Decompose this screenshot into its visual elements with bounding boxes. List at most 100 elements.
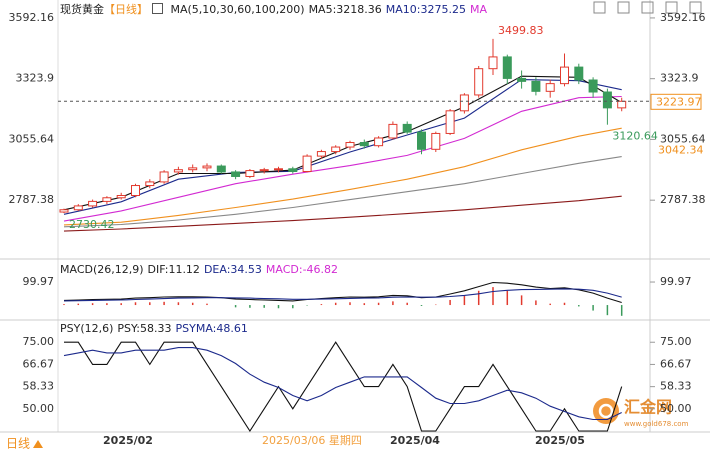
macd-header: MACD(26,12,9) DIF:11.12 DEA:34.53 MACD:-46.…: [60, 263, 342, 276]
candle-body: [602, 91, 612, 109]
dif-line: [63, 281, 622, 304]
ma-line: [63, 156, 622, 228]
y-tick-label: 50.00: [23, 402, 55, 415]
y-tick-label-right: 75.00: [660, 335, 692, 348]
candle-body: [159, 171, 169, 183]
y-tick-label: 99.97: [23, 275, 55, 288]
y-tick-label: 3592.16: [9, 11, 55, 24]
period-button[interactable]: 日线: [6, 437, 30, 451]
candle-body: [445, 110, 455, 134]
candle-body: [345, 142, 355, 148]
candle-body: [274, 168, 283, 171]
macd-label: MACD:-46.82: [265, 263, 339, 276]
icon[interactable]: [689, 1, 702, 14]
watermark-logo: [598, 403, 614, 419]
candle-body: [73, 205, 83, 211]
ma-more: MA: [470, 3, 488, 16]
candle-body: [102, 197, 112, 202]
psyma-label: PSYMA:48.61: [175, 322, 248, 335]
icon[interactable]: [593, 1, 606, 14]
y-tick-label: 75.00: [23, 335, 55, 348]
last-price-label: 3223.97: [656, 95, 702, 108]
y-tick-label: 3323.9: [16, 72, 55, 85]
toolbar-icons[interactable]: [593, 1, 702, 14]
candle-body: [88, 200, 98, 207]
ma-line: [63, 95, 622, 222]
psy-label: PSY:58.33: [117, 322, 172, 335]
y-tick-label: 3055.64: [9, 132, 55, 145]
price-annotation: 3499.83: [498, 24, 544, 37]
y-tick-label-right: 3055.64: [660, 132, 706, 145]
ma60-label: 3042.34: [658, 143, 704, 156]
y-tick-label-right: 58.33: [660, 380, 692, 393]
candle-body: [617, 100, 627, 109]
candle-body: [417, 131, 426, 150]
main-header: 现货黄金【日线】 MA(5,10,30,60,100,200) MA5:3218.…: [60, 1, 491, 17]
candle-body: [588, 79, 598, 93]
ma-line: [63, 79, 622, 215]
watermark-name: 汇金网: [624, 398, 672, 417]
settings-icon[interactable]: [152, 3, 163, 14]
ma10-label: MA10:3275.25: [385, 3, 466, 16]
period-arrow[interactable]: [33, 440, 43, 448]
ma-label: MA(5,10,30,60,100,200): [170, 3, 305, 16]
candle-body: [459, 94, 469, 112]
candle-body: [359, 142, 369, 147]
candle-body: [402, 123, 412, 133]
dif-label: DIF:11.12: [147, 263, 200, 276]
watermark-url: www.gold678.com: [624, 420, 689, 428]
crosshair-date: 2025/03/06 星期四: [262, 434, 362, 447]
candle-body: [431, 132, 441, 150]
last-price-box: [650, 93, 702, 110]
candle-body: [202, 165, 212, 169]
candle-body: [374, 137, 384, 147]
dea-label: DEA:34.53: [203, 263, 262, 276]
candle-body: [574, 66, 584, 81]
ma-line: [63, 127, 622, 226]
y-tick-label-right: 99.97: [660, 275, 692, 288]
icon[interactable]: [641, 1, 654, 14]
ma-line: [63, 195, 622, 232]
candle-body: [245, 170, 255, 177]
candle-body: [531, 80, 541, 92]
icon[interactable]: [665, 1, 678, 14]
x-tick-label: 2025/02: [103, 434, 153, 447]
candle-body: [474, 68, 484, 96]
candle-body: [216, 165, 226, 173]
psy-line: [63, 347, 622, 421]
x-tick-label: 2025/05: [535, 434, 585, 447]
candle-body: [388, 123, 398, 139]
y-tick-label-right: 66.67: [660, 357, 692, 370]
dea-line: [63, 288, 622, 302]
candle-body: [131, 185, 140, 196]
symbol: 现货黄金: [60, 3, 104, 16]
psy-title: PSY(12,6): [60, 322, 114, 335]
icon[interactable]: [617, 1, 630, 14]
price-annotation: 2730.42: [69, 218, 115, 231]
price-annotation: 3120.64: [612, 130, 658, 143]
candle-body: [59, 209, 69, 213]
candle-body: [488, 56, 498, 70]
watermark-logo: [593, 398, 619, 424]
y-tick-label-right: 2787.38: [660, 193, 706, 206]
candle-body: [502, 56, 512, 79]
macd-title: MACD(26,12,9): [60, 263, 144, 276]
candle-body: [517, 77, 527, 82]
candle-body: [259, 169, 269, 172]
y-tick-label: 58.33: [23, 380, 55, 393]
psy-header: PSY(12,6) PSY:58.33 PSYMA:48.61: [60, 322, 252, 335]
candle-body: [288, 168, 298, 172]
y-tick-label-right: 50.00: [660, 402, 692, 415]
candle-body: [116, 195, 126, 199]
x-tick-label: 2025/04: [390, 434, 440, 447]
candle-body: [560, 66, 569, 85]
ma5-label: MA5:3218.36: [308, 3, 382, 16]
candle-body: [173, 169, 183, 173]
y-tick-label: 66.67: [23, 357, 55, 370]
ma-line: [63, 75, 622, 211]
candle-body: [145, 181, 155, 187]
candle-body: [302, 155, 312, 172]
y-tick-label: 2787.38: [9, 193, 55, 206]
candle-body: [331, 146, 341, 153]
